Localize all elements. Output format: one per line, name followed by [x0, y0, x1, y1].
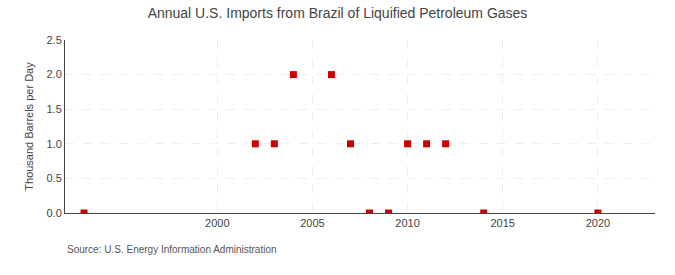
- svg-text:Thousand Barrels per Day: Thousand Barrels per Day: [23, 62, 35, 191]
- svg-text:2020: 2020: [586, 217, 610, 229]
- svg-text:2005: 2005: [300, 217, 324, 229]
- svg-text:2010: 2010: [395, 217, 419, 229]
- svg-text:1.5: 1.5: [47, 103, 62, 115]
- svg-text:2.0: 2.0: [47, 68, 62, 80]
- svg-text:2015: 2015: [490, 217, 514, 229]
- svg-text:0.5: 0.5: [47, 172, 62, 184]
- svg-text:Annual U.S. Imports from Brazi: Annual U.S. Imports from Brazil of Liqui…: [148, 5, 528, 21]
- svg-text:Source: U.S. Energy Informatio: Source: U.S. Energy Information Administ…: [67, 244, 277, 255]
- svg-text:1.0: 1.0: [47, 138, 62, 150]
- svg-text:2000: 2000: [205, 217, 229, 229]
- svg-text:2.5: 2.5: [47, 34, 62, 46]
- svg-text:0.0: 0.0: [47, 207, 62, 219]
